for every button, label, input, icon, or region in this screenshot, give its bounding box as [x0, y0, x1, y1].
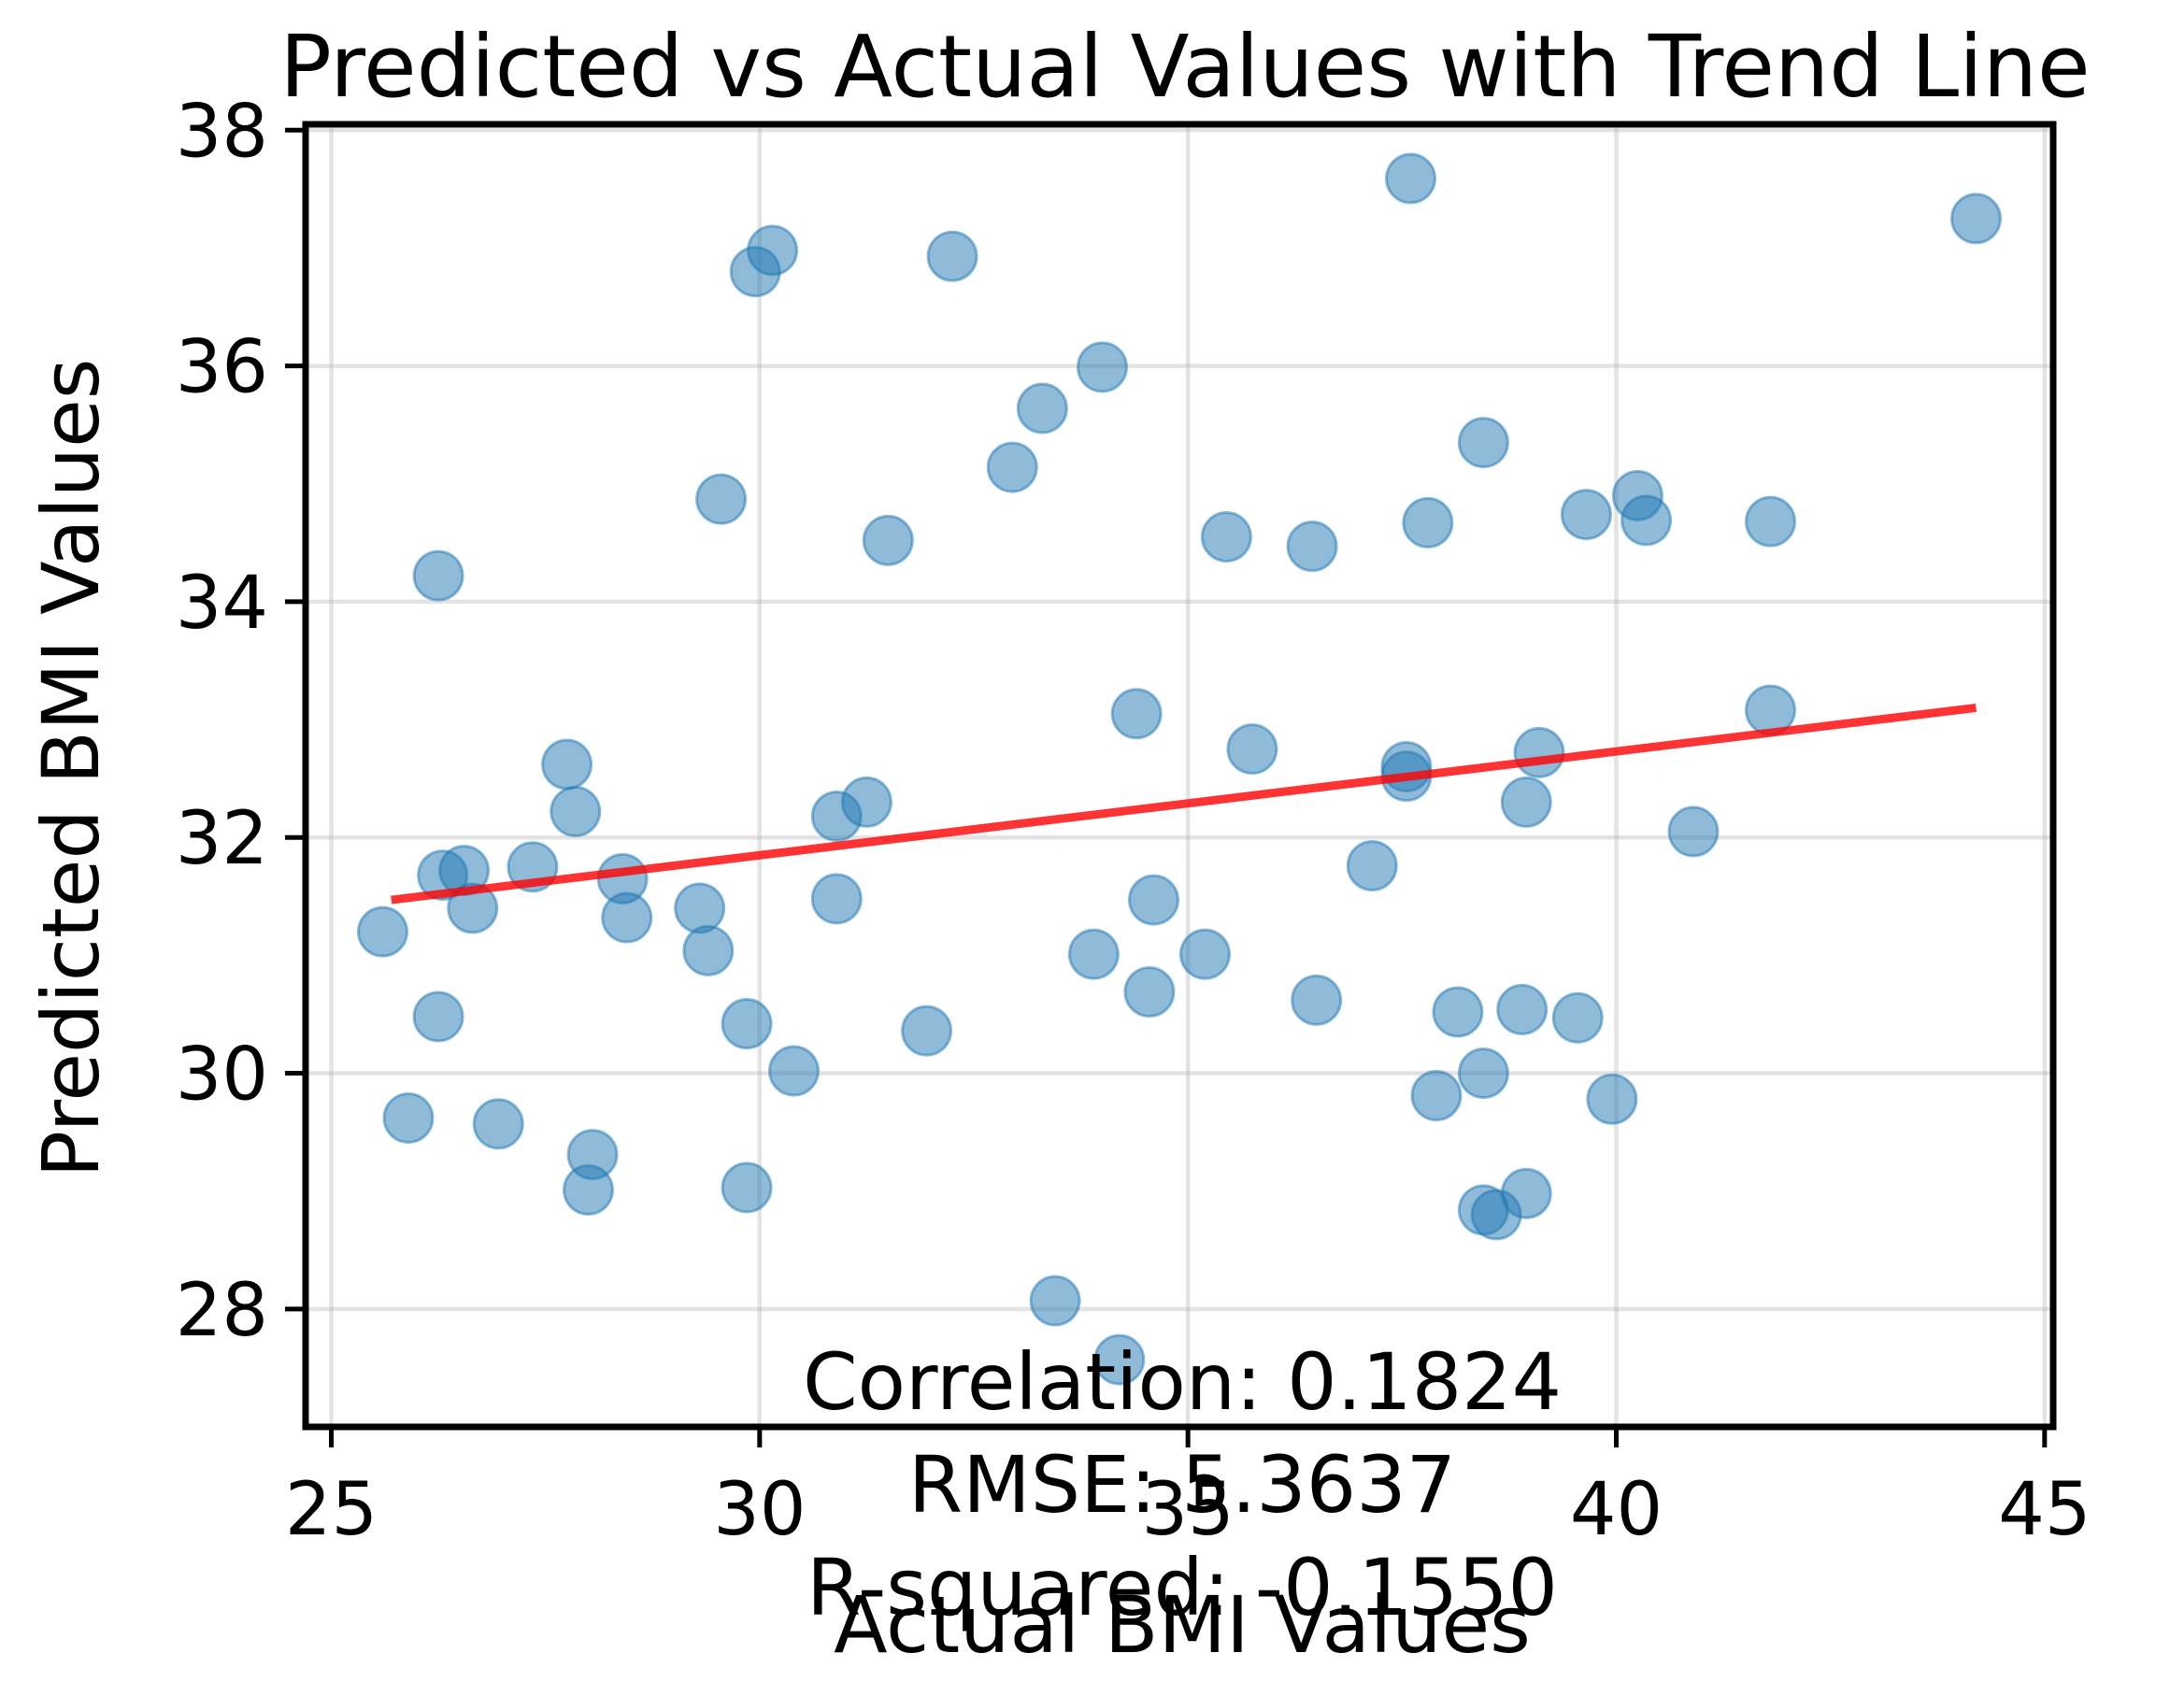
y-tick-label: 32 — [176, 797, 268, 881]
data-point — [412, 549, 464, 602]
y-axis-label: Predicted BMI Values — [25, 358, 117, 1177]
data-point — [1200, 511, 1252, 563]
r-squared-annotation: R-squared: -0.1550 — [807, 1542, 1558, 1633]
data-point — [810, 873, 863, 925]
axis-ticks: 25 30 35 40 45 28 30 32 34 36 38 — [176, 90, 2091, 1552]
data-point — [1226, 723, 1278, 776]
data-point — [747, 224, 799, 277]
data-point — [1950, 192, 2002, 245]
grid-lines — [306, 124, 2053, 1427]
trend-line-layer — [391, 703, 1977, 905]
data-point — [682, 924, 735, 976]
data-point — [447, 882, 499, 934]
data-point — [1410, 1070, 1463, 1122]
data-point — [1560, 489, 1612, 541]
data-point — [1077, 341, 1128, 393]
y-tick-label: 30 — [176, 1033, 268, 1118]
data-point — [1500, 776, 1552, 828]
data-point — [1286, 520, 1338, 573]
x-tick-label: 45 — [1998, 1468, 2091, 1552]
data-point — [472, 1098, 524, 1150]
data-point — [1620, 494, 1673, 547]
data-point — [541, 738, 593, 791]
y-tick-label: 36 — [176, 326, 268, 410]
data-point — [1291, 974, 1343, 1026]
x-tick-label: 30 — [713, 1468, 806, 1552]
data-point — [862, 514, 914, 566]
data-point — [721, 1162, 773, 1214]
data-point — [1402, 496, 1454, 549]
data-point — [1093, 1333, 1146, 1386]
data-point — [1346, 840, 1398, 892]
y-tick-label: 38 — [176, 90, 268, 174]
data-point — [1745, 495, 1796, 548]
data-point — [1496, 983, 1549, 1035]
data-point — [1586, 1073, 1638, 1125]
data-point — [1432, 986, 1484, 1038]
data-point — [1457, 1048, 1509, 1100]
x-tick-label: 25 — [285, 1468, 378, 1552]
data-point — [601, 891, 653, 944]
data-point — [1385, 152, 1436, 205]
data-point — [695, 473, 748, 525]
data-point — [1067, 928, 1120, 980]
x-axis-label: Actual BMI Values — [834, 1579, 1531, 1671]
data-point — [1123, 965, 1176, 1018]
data-point — [901, 1005, 953, 1057]
data-point — [412, 991, 464, 1043]
x-tick-label: 35 — [1142, 1468, 1235, 1552]
x-tick-label: 40 — [1570, 1468, 1663, 1552]
data-point — [721, 998, 773, 1050]
rmse-annotation: RMSE: 5.3637 — [908, 1439, 1456, 1531]
data-point — [674, 882, 726, 934]
y-tick-label: 28 — [176, 1269, 268, 1353]
data-points — [357, 152, 2002, 1386]
data-point — [768, 1045, 820, 1097]
y-tick-label: 34 — [176, 562, 268, 646]
data-point — [1110, 688, 1163, 740]
chart-title: Predicted vs Actual Values with Trend Li… — [279, 17, 2090, 117]
data-point — [1667, 805, 1720, 858]
data-point — [1551, 991, 1604, 1044]
data-point — [926, 230, 978, 282]
correlation-annotation: Correlation: 0.1824 — [803, 1336, 1562, 1428]
data-point — [1500, 1167, 1552, 1219]
data-point — [1513, 726, 1565, 778]
data-point — [1457, 417, 1509, 469]
data-point — [550, 785, 602, 837]
data-point — [1128, 874, 1179, 926]
data-point — [563, 1163, 614, 1216]
data-point — [1016, 382, 1068, 435]
data-point — [382, 1091, 435, 1144]
data-point — [840, 776, 892, 828]
data-point — [1179, 928, 1231, 980]
plot-frame — [302, 121, 2057, 1431]
data-point — [1029, 1275, 1081, 1327]
data-point — [986, 441, 1038, 493]
trend-line — [391, 703, 1977, 905]
data-point — [357, 905, 408, 958]
